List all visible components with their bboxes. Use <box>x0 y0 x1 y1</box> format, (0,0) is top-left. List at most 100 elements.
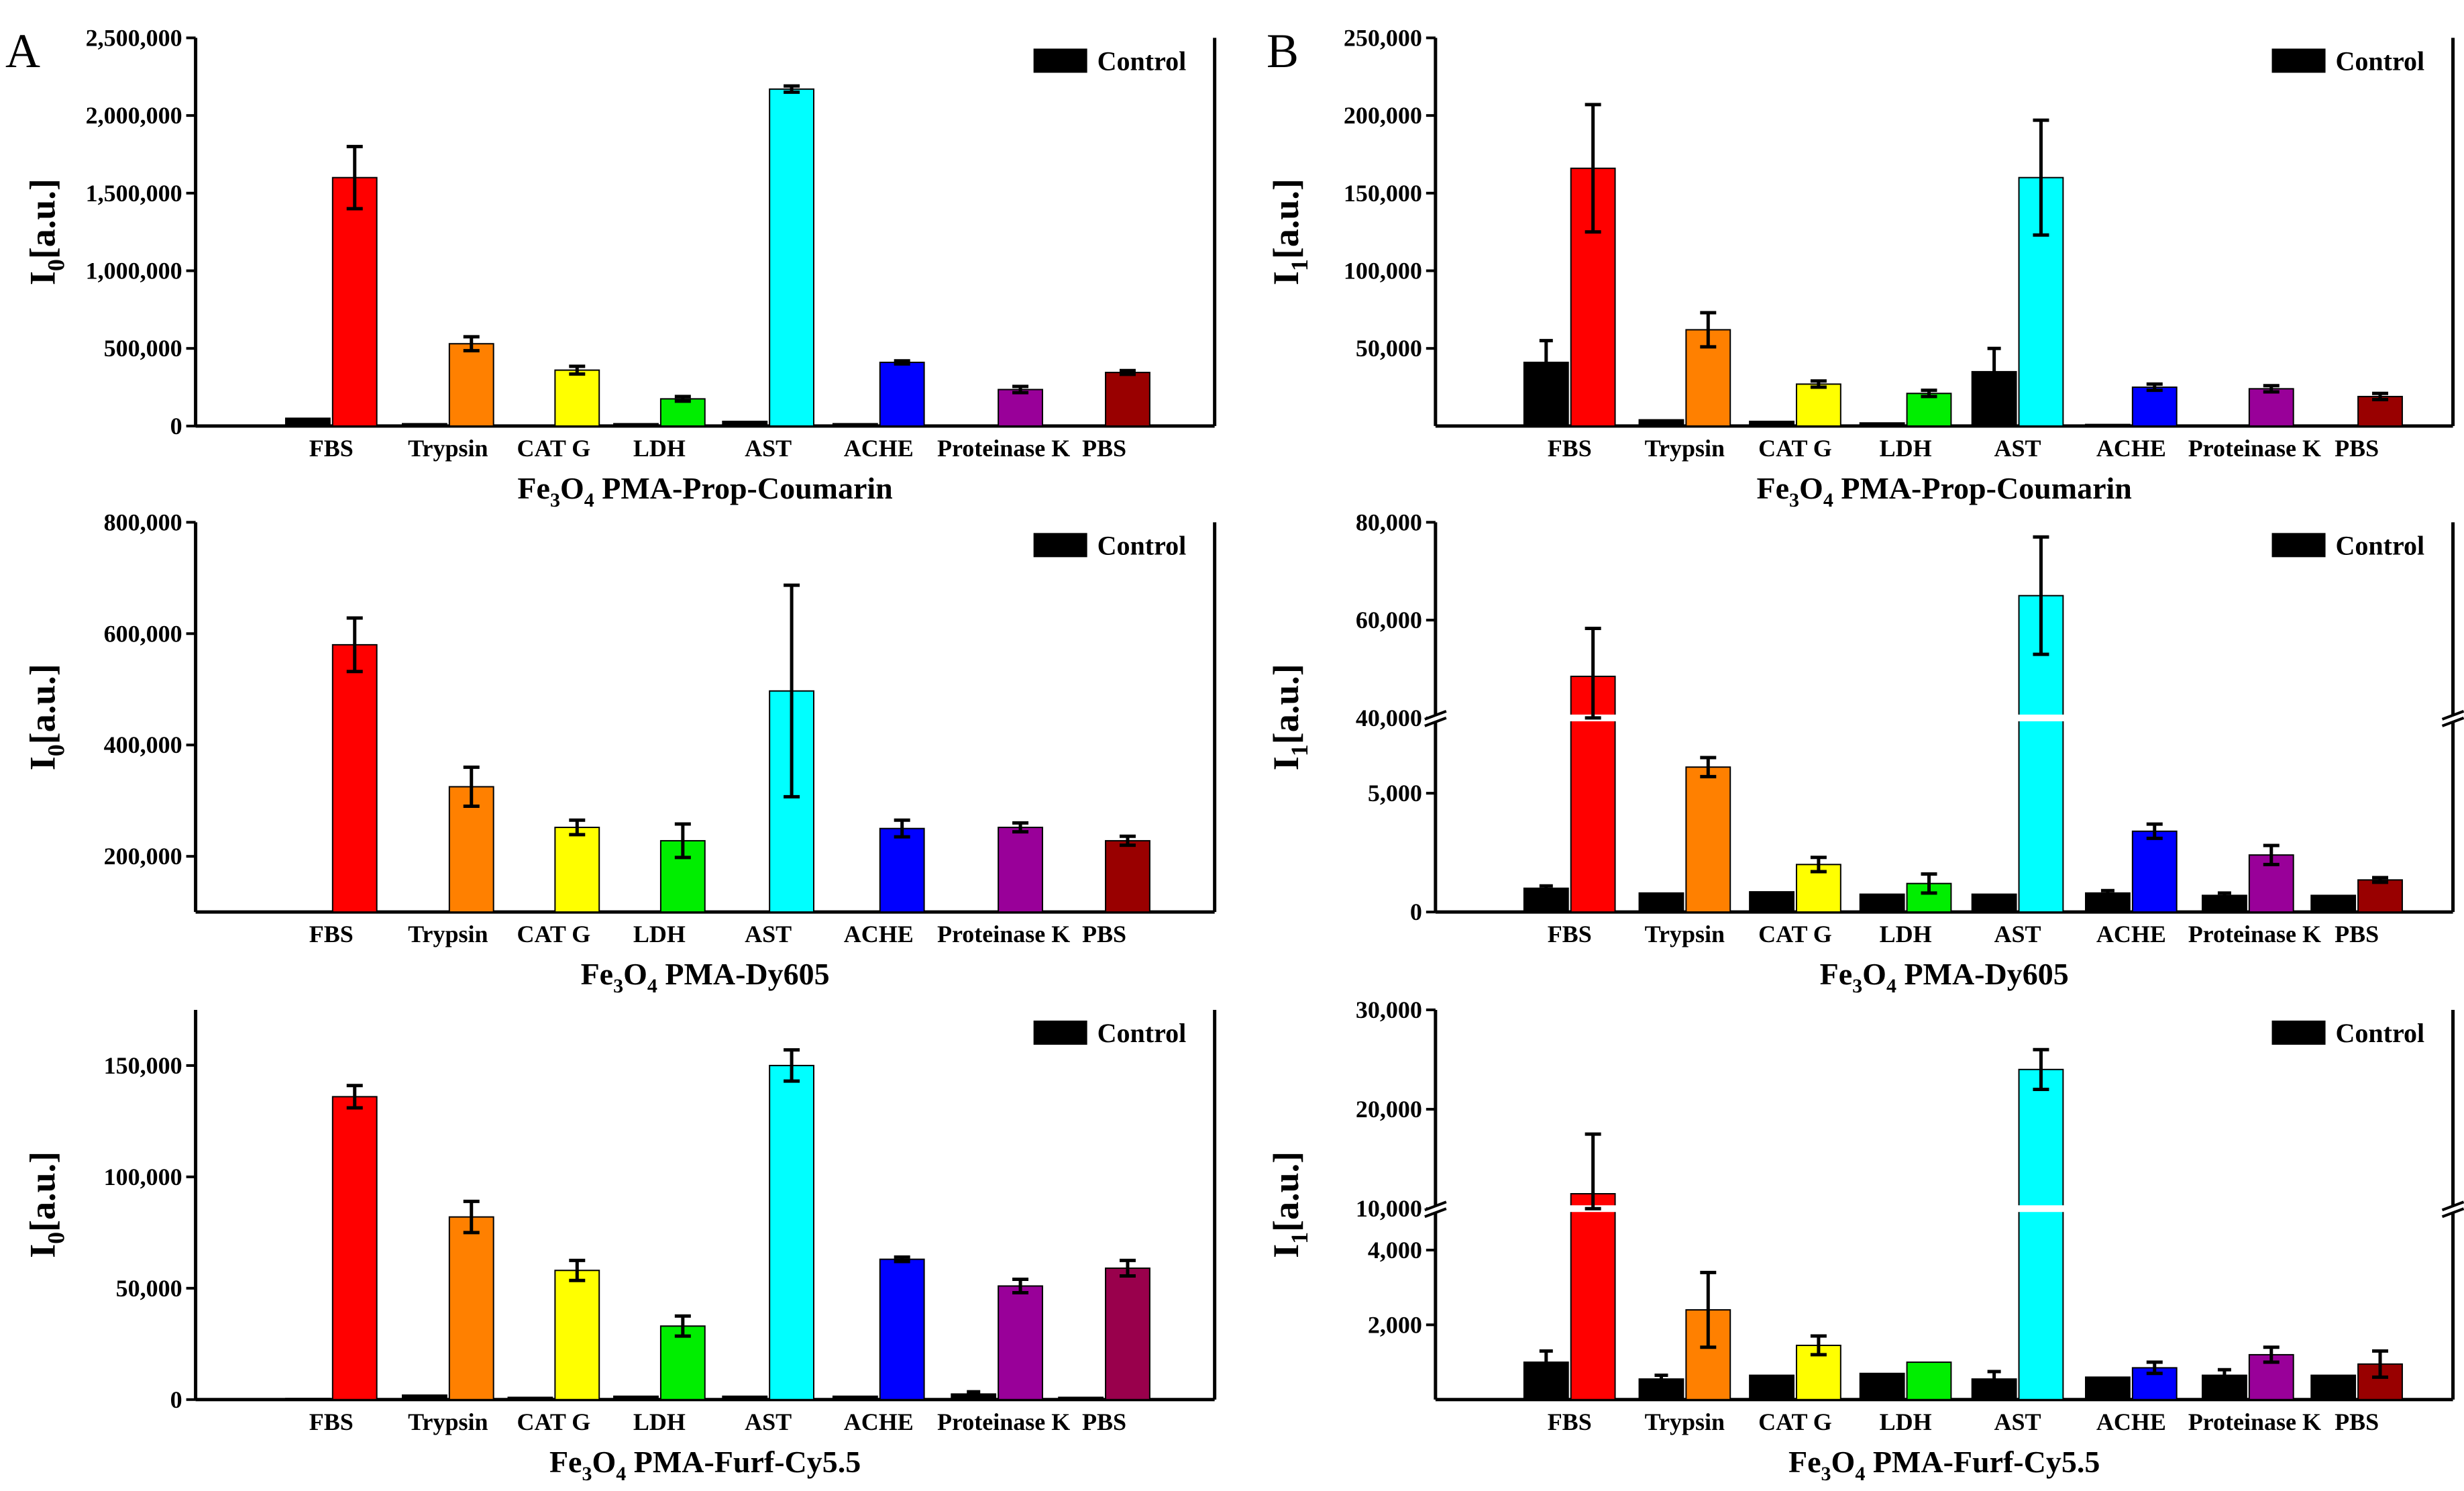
title-text: Fe <box>549 1445 582 1479</box>
bar-ache <box>879 362 925 427</box>
y-axis-label: I1[a.u.] <box>1266 664 1313 770</box>
y-label-main: I <box>1266 271 1306 285</box>
axis-break-mark <box>1424 710 1447 721</box>
y-tick-label: 100,000 <box>1344 258 1422 285</box>
y-tick-label: 2,000,000 <box>86 102 182 129</box>
axis-break-mark <box>1424 1207 1447 1219</box>
bar-control-cat-g <box>1749 1374 1795 1400</box>
axis-break-gap <box>1427 1205 1444 1213</box>
panel-letter: A <box>5 24 40 78</box>
bar-trypsin <box>448 1216 494 1400</box>
legend-label: Control <box>1097 1018 1187 1048</box>
bar-trypsin <box>1685 766 1731 913</box>
title-subscript: 3 <box>582 1463 592 1485</box>
title-subscript: 4 <box>1886 975 1896 997</box>
y-tick-label: 1,000,000 <box>86 258 182 285</box>
x-tick-label: Proteinase K <box>937 1408 1070 1435</box>
bar-control-ast <box>1971 893 2017 913</box>
panel-a2: 200,000 400,000 600,000 800,000 FBS Trypsin CA… <box>23 509 1217 997</box>
axis-break-gap <box>1427 714 1444 721</box>
bar-control-ldh <box>613 423 659 427</box>
x-tick-label: AST <box>1994 921 2041 947</box>
bar-proteinase-k <box>998 827 1043 913</box>
y-label-main: I <box>1266 1244 1306 1258</box>
x-tick-label: CAT G <box>517 435 591 462</box>
legend-swatch <box>1033 533 1087 558</box>
x-tick-label: FBS <box>309 435 354 462</box>
legend-swatch <box>1033 1020 1087 1045</box>
y-tick-label: 200,000 <box>104 843 182 870</box>
y-tick-label: 30,000 <box>1356 996 1422 1023</box>
bar-proteinase-k <box>2248 1353 2294 1400</box>
bar-ache <box>2131 1367 2178 1400</box>
y-tick-label: 500,000 <box>104 335 182 362</box>
bar-cat-g <box>1795 383 1841 427</box>
title-text: Fe <box>1757 471 1790 505</box>
bar-control-ache <box>2084 423 2131 427</box>
title-text: PMA-Dy605 <box>657 957 830 991</box>
x-tick-label: PBS <box>1082 435 1126 462</box>
title-subscript: 3 <box>613 975 623 997</box>
panel-letter: B <box>1267 24 1299 78</box>
bar-ast <box>2018 1068 2064 1400</box>
x-tick-label: PBS <box>2335 435 2379 462</box>
y-tick-label: 80,000 <box>1356 509 1422 535</box>
y-tick-label: 100,000 <box>104 1164 182 1190</box>
y-label-unit: [a.u.] <box>1266 664 1306 744</box>
x-tick-label: CAT G <box>1758 435 1832 462</box>
x-tick-label: LDH <box>633 1408 686 1435</box>
axis-break-mark <box>2441 1200 2464 1212</box>
bar-control-trypsin <box>1638 419 1684 427</box>
panel-b1: 50,000 100,000 150,000 200,000 250,000 FBS Try… <box>1266 24 2455 511</box>
bar-ldh <box>1906 1361 1952 1400</box>
x-tick-label: FBS <box>1548 435 1592 462</box>
bar-ache <box>879 827 925 913</box>
x-tick-label: ACHE <box>844 435 914 462</box>
bar-control-ast <box>722 420 768 427</box>
bar-fbs <box>331 644 378 913</box>
title-subscript: 3 <box>1789 489 1799 511</box>
title-text: Fe <box>1788 1445 1821 1479</box>
x-tick-label: PBS <box>1082 921 1126 947</box>
title-text: PMA-Furf-Cy5.5 <box>626 1445 861 1479</box>
y-axis-label: I0[a.u.] <box>23 664 70 770</box>
legend-label: Control <box>1097 530 1187 560</box>
bar-control-fbs <box>284 417 331 427</box>
x-tick-label: AST <box>1994 435 2041 462</box>
y-axis-label: I1[a.u.] <box>1266 178 1313 285</box>
bar-control-cat-g <box>507 424 553 427</box>
chart-title: Fe3O4 PMA-Dy605 <box>581 957 830 997</box>
y-tick-label: 20,000 <box>1356 1096 1422 1123</box>
bar-ache <box>2131 830 2178 913</box>
x-tick-label: FBS <box>1548 921 1592 947</box>
bar-ldh <box>1906 393 1952 427</box>
axis-break-mark <box>2441 1207 2464 1219</box>
y-label-unit: [a.u.] <box>23 1151 63 1232</box>
bar-control-ast <box>722 1395 768 1400</box>
title-text: Fe <box>1820 957 1853 991</box>
bar-ldh <box>659 398 706 427</box>
bar-control-trypsin <box>1638 1378 1684 1400</box>
y-tick-label: 10,000 <box>1356 1195 1422 1222</box>
title-text: O <box>560 471 584 505</box>
bar-fbs <box>331 176 378 427</box>
bar-control-ldh <box>1859 422 1905 427</box>
y-tick-label: 200,000 <box>1344 102 1422 129</box>
bar-proteinase-k <box>998 1285 1043 1400</box>
bar-control-ldh <box>1859 893 1905 913</box>
title-text: Fe <box>517 471 550 505</box>
y-label-unit: [a.u.] <box>23 664 63 744</box>
title-subscript: 4 <box>1855 1463 1865 1485</box>
x-tick-label: PBS <box>2335 921 2379 947</box>
axis-break-gap <box>2445 1205 2461 1213</box>
x-tick-label: PBS <box>1082 1408 1126 1435</box>
x-tick-label: CAT G <box>517 921 591 947</box>
bar-control-fbs <box>284 1398 331 1401</box>
bar-control-trypsin <box>1638 892 1684 913</box>
y-label-subscript: 1 <box>1286 259 1313 271</box>
x-tick-label: LDH <box>1880 921 1932 947</box>
x-tick-label: FBS <box>1548 1408 1592 1435</box>
bar-proteinase-k <box>998 389 1043 427</box>
title-subscript: 3 <box>1852 975 1862 997</box>
